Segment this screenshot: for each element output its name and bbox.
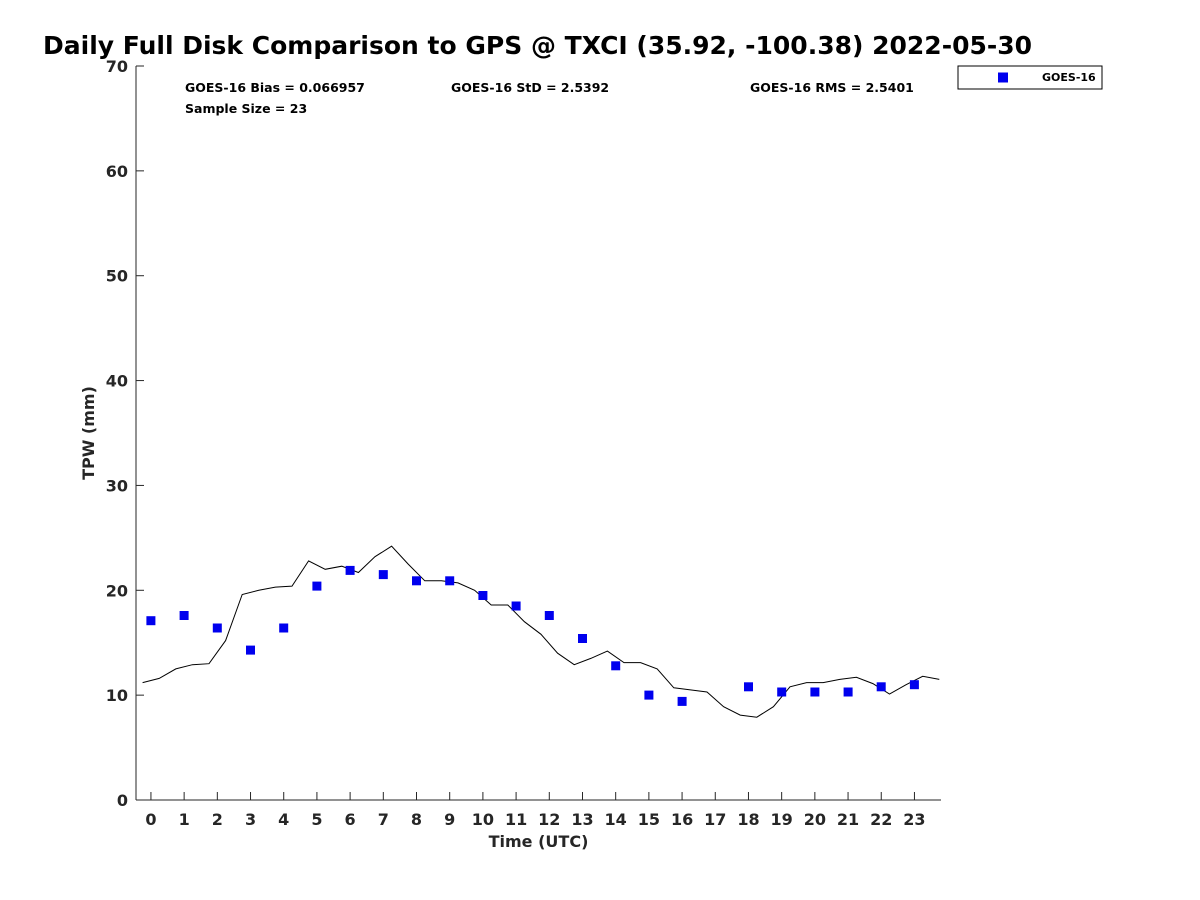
goes16-point <box>179 611 189 620</box>
stats-annotations: GOES-16 Bias = 0.066957 GOES-16 StD = 2.… <box>185 80 914 116</box>
bias-stat: GOES-16 Bias = 0.066957 <box>185 80 365 95</box>
x-tick-label: 6 <box>345 810 356 829</box>
x-tick-label: 5 <box>311 810 322 829</box>
goes16-point <box>677 696 687 706</box>
y-tick-label: 30 <box>106 476 128 495</box>
y-ticks: 0 10 20 30 40 50 60 70 <box>106 57 144 810</box>
goes16-point <box>511 601 521 611</box>
std-stat: GOES-16 StD = 2.5392 <box>451 80 609 95</box>
goes16-point <box>478 591 488 600</box>
x-tick-label: 3 <box>245 810 256 829</box>
goes16-point <box>246 645 255 655</box>
x-tick-label: 2 <box>212 810 223 829</box>
x-tick-label: 4 <box>278 810 289 829</box>
y-tick-label: 10 <box>106 686 128 705</box>
x-tick-label: 11 <box>505 810 527 829</box>
x-tick-label: 22 <box>870 810 892 829</box>
goes16-point <box>777 687 787 697</box>
goes16-point <box>909 680 919 690</box>
y-tick-label: 40 <box>106 372 128 391</box>
legend-label: GOES-16 <box>1042 71 1096 84</box>
x-tick-label: 0 <box>145 810 156 829</box>
goes16-point <box>279 623 289 633</box>
goes16-point <box>345 565 355 575</box>
x-tick-label: 23 <box>903 810 925 829</box>
y-axis-label: TPW (mm) <box>79 386 98 480</box>
sample-size-stat: Sample Size = 23 <box>185 101 307 116</box>
goes16-point <box>378 570 388 580</box>
chart-title: Daily Full Disk Comparison to GPS @ TXCI… <box>43 31 1032 60</box>
y-tick-label: 0 <box>117 791 128 810</box>
goes16-point <box>611 661 621 671</box>
rms-stat: GOES-16 RMS = 2.5401 <box>750 80 914 95</box>
goes16-markers <box>146 565 919 706</box>
x-tick-label: 19 <box>771 810 793 829</box>
goes16-point <box>843 687 853 697</box>
x-tick-label: 15 <box>638 810 660 829</box>
goes16-point <box>312 581 322 591</box>
legend-box <box>957 65 1103 90</box>
x-tick-label: 14 <box>605 810 627 829</box>
legend: GOES-16 <box>957 65 1103 90</box>
y-tick-label: 20 <box>106 581 128 600</box>
axes <box>135 66 941 801</box>
x-tick-label: 7 <box>378 810 389 829</box>
y-tick-label: 70 <box>106 57 128 76</box>
x-tick-label: 8 <box>411 810 422 829</box>
x-tick-label: 16 <box>671 810 693 829</box>
x-tick-label: 10 <box>472 810 494 829</box>
goes16-point <box>644 690 654 700</box>
y-tick-label: 60 <box>106 162 128 181</box>
x-tick-label: 9 <box>444 810 455 829</box>
x-axis-label: Time (UTC) <box>489 832 589 851</box>
x-tick-label: 17 <box>704 810 726 829</box>
y-tick-label: 50 <box>106 267 128 286</box>
x-tick-label: 12 <box>538 810 560 829</box>
goes16-point <box>412 576 421 586</box>
goes16-point <box>445 576 455 586</box>
x-tick-label: 13 <box>571 810 593 829</box>
gps-line <box>142 545 940 718</box>
x-tick-label: 1 <box>179 810 190 829</box>
plot-area <box>142 545 940 718</box>
goes16-point <box>810 687 820 697</box>
x-ticks: 0 1 2 3 4 5 6 7 8 9 10 11 12 13 14 15 16 17 18 19 20 21 22 23 <box>145 792 926 829</box>
goes16-point <box>146 616 156 626</box>
x-tick-label: 18 <box>737 810 759 829</box>
goes16-point <box>744 682 753 692</box>
x-tick-label: 21 <box>837 810 859 829</box>
legend-marker <box>998 72 1008 83</box>
x-tick-label: 20 <box>804 810 826 829</box>
goes16-point <box>578 634 587 643</box>
goes16-point <box>876 682 886 692</box>
goes16-point <box>544 611 554 620</box>
goes16-point <box>212 623 222 633</box>
